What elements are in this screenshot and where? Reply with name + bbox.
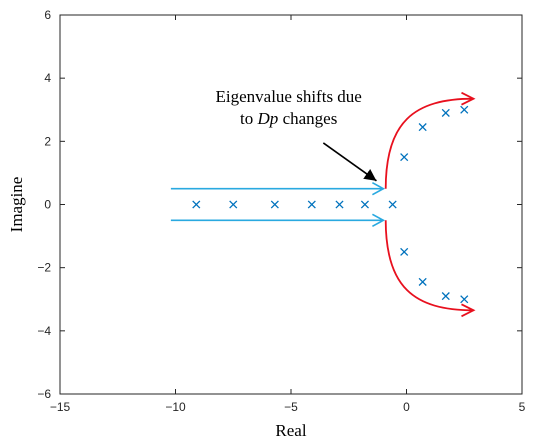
axis-ticks: −15 −10 −5 0 5 −6 −4 −2 0 2 4 6 bbox=[37, 8, 525, 414]
annotation-prefix: to bbox=[240, 109, 257, 128]
x-tick-label: −5 bbox=[284, 400, 298, 414]
overlay-shapes bbox=[170, 91, 476, 318]
eigenvalue-point bbox=[441, 108, 450, 117]
y-tick-label: 6 bbox=[44, 8, 51, 22]
eigenvalue-point bbox=[418, 277, 427, 286]
annotation-line1: Eigenvalue shifts due bbox=[216, 87, 362, 106]
red-arrow-upper bbox=[384, 91, 476, 189]
eigenvalue-point bbox=[335, 200, 344, 209]
y-tick-label: 0 bbox=[44, 198, 51, 212]
annotation-line2: to Dp changes bbox=[240, 109, 337, 128]
x-axis-label: Real bbox=[275, 421, 306, 440]
eigenvalue-point bbox=[460, 295, 469, 304]
eigenvalue-point bbox=[307, 200, 316, 209]
plot-frame bbox=[59, 14, 523, 395]
eigenvalue-point bbox=[418, 123, 427, 132]
eigenvalue-points bbox=[192, 105, 469, 304]
y-tick-label: −4 bbox=[37, 324, 51, 338]
eigenvalue-point bbox=[229, 200, 238, 209]
eigenvalue-point bbox=[360, 200, 369, 209]
eigenvalue-point bbox=[388, 200, 397, 209]
y-tick-label: −6 bbox=[37, 387, 51, 401]
annotation-arrow bbox=[322, 142, 377, 182]
x-tick-label: −15 bbox=[50, 400, 71, 414]
x-tick-label: 5 bbox=[519, 400, 526, 414]
y-tick-label: 4 bbox=[44, 71, 51, 85]
x-tick-label: −10 bbox=[165, 400, 186, 414]
eigenvalue-point bbox=[400, 153, 409, 162]
eigenvalue-point bbox=[270, 200, 279, 209]
annotation-dp: Dp bbox=[257, 109, 279, 128]
x-tick-label: 0 bbox=[403, 400, 410, 414]
y-tick-label: 2 bbox=[44, 134, 51, 148]
eigenvalue-point bbox=[441, 292, 450, 301]
y-tick-label: −2 bbox=[37, 261, 51, 275]
y-axis-label: Imagine bbox=[7, 177, 26, 233]
red-arrow-lower bbox=[384, 220, 476, 318]
annotation-suffix: changes bbox=[278, 109, 337, 128]
eigenvalue-point bbox=[460, 105, 469, 114]
eigenvalue-point bbox=[192, 200, 201, 209]
eigenvalue-point bbox=[400, 247, 409, 256]
